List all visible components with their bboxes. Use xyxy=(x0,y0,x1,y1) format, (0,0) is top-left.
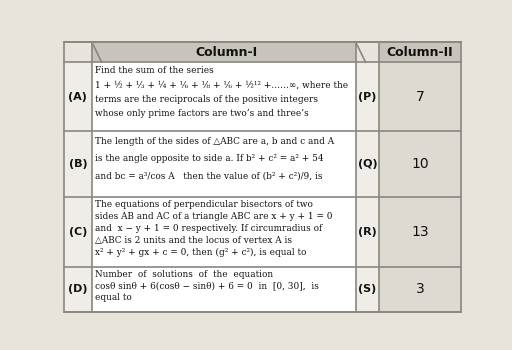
Text: cosθ sinθ + 6(cosθ − sinθ) + 6 = 0  in  [0, 30],  is: cosθ sinθ + 6(cosθ − sinθ) + 6 = 0 in [0… xyxy=(95,281,319,290)
Bar xyxy=(356,42,379,62)
Text: △ABC is 2 units and the locus of vertex A is: △ABC is 2 units and the locus of vertex … xyxy=(95,236,292,245)
Text: (D): (D) xyxy=(68,284,88,294)
Bar xyxy=(379,42,461,62)
Bar xyxy=(64,42,92,62)
Text: Column-II: Column-II xyxy=(387,46,454,58)
Text: (B): (B) xyxy=(69,159,87,169)
Text: The length of the sides of △ABC are a, b and c and A: The length of the sides of △ABC are a, b… xyxy=(95,137,334,146)
Text: whose only prime factors are two’s and three’s: whose only prime factors are two’s and t… xyxy=(95,109,309,118)
Text: The equations of perpendicular bisectors of two: The equations of perpendicular bisectors… xyxy=(95,200,313,209)
Bar xyxy=(356,62,379,312)
Text: (R): (R) xyxy=(358,227,377,237)
Text: 3: 3 xyxy=(416,282,424,296)
Text: terms are the reciprocals of the positive integers: terms are the reciprocals of the positiv… xyxy=(95,95,318,104)
Bar xyxy=(92,42,356,62)
Text: 13: 13 xyxy=(411,225,429,239)
Text: equal to: equal to xyxy=(95,293,132,302)
Text: (P): (P) xyxy=(358,92,377,102)
Text: and  x − y + 1 = 0 respectively. If circumradius of: and x − y + 1 = 0 respectively. If circu… xyxy=(95,224,322,233)
Text: 10: 10 xyxy=(411,157,429,171)
Text: (S): (S) xyxy=(358,284,377,294)
Text: Find the sum of the series: Find the sum of the series xyxy=(95,66,214,75)
Bar xyxy=(64,62,92,312)
Text: 7: 7 xyxy=(416,90,424,104)
Text: and bc = a³/cos A   then the value of (b² + c²)/9, is: and bc = a³/cos A then the value of (b² … xyxy=(95,172,323,181)
Text: Column-I: Column-I xyxy=(195,46,257,58)
Bar xyxy=(92,62,356,312)
Text: Number  of  solutions  of  the  equation: Number of solutions of the equation xyxy=(95,270,273,279)
Text: x² + y² + gx + c = 0, then (g² + c²), is equal to: x² + y² + gx + c = 0, then (g² + c²), is… xyxy=(95,248,306,257)
Text: sides AB and AC of a triangle ABC are x + y + 1 = 0: sides AB and AC of a triangle ABC are x … xyxy=(95,212,332,221)
Text: (A): (A) xyxy=(69,92,88,102)
Text: 1 + ½ + ⅓ + ¼ + ⅙ + ⅛ + ⅙ + ½¹² +……∞, where the: 1 + ½ + ⅓ + ¼ + ⅙ + ⅛ + ⅙ + ½¹² +……∞, wh… xyxy=(95,80,348,90)
Text: (C): (C) xyxy=(69,227,87,237)
Text: is the angle opposite to side a. If b² + c² = a² + 54: is the angle opposite to side a. If b² +… xyxy=(95,154,324,163)
Bar xyxy=(379,62,461,312)
Text: (Q): (Q) xyxy=(358,159,377,169)
